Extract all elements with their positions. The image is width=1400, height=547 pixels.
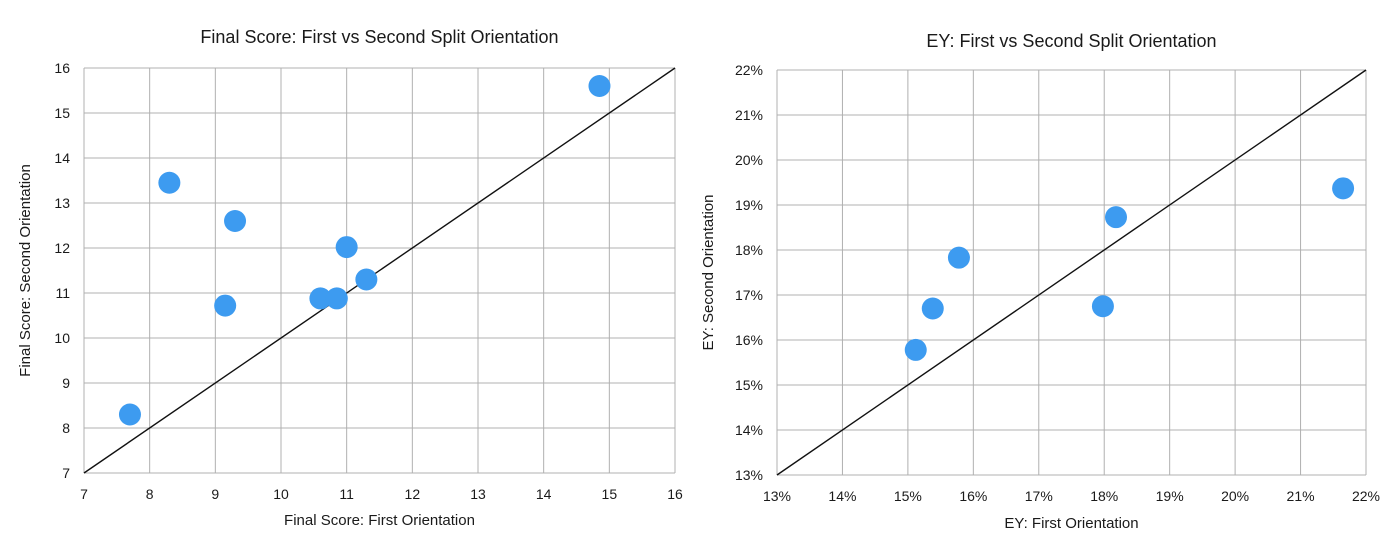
x-tick-label: 13 — [470, 486, 486, 502]
scatter-points — [904, 177, 1355, 361]
x-tick-label: 15% — [894, 488, 922, 504]
x-tick-label: 19% — [1156, 488, 1184, 504]
scatter-point — [309, 287, 332, 310]
x-tick-label: 20% — [1221, 488, 1249, 504]
x-tick-label: 11 — [339, 486, 354, 502]
chart-1: 7 8 9 10 11 12 13 14 15 16 7 8 9 10 11 12 13 14 15 16 Final … — [17, 27, 683, 529]
reference-line — [83, 67, 676, 474]
x-tick-label: 8 — [146, 486, 154, 502]
y-tick-label: 12 — [54, 240, 70, 256]
scatter-point — [921, 297, 944, 320]
x-tick-label: 13% — [763, 488, 791, 504]
scatter-point — [224, 210, 247, 232]
chart-title: Final Score: First vs Second Split Orien… — [200, 27, 558, 47]
y-tick-label: 14 — [54, 150, 70, 166]
scatter-point — [1091, 295, 1114, 318]
x-tick-label: 14% — [828, 488, 856, 504]
x-tick-label: 12 — [405, 486, 421, 502]
x-tick-label: 16 — [667, 486, 683, 502]
y-tick-label: 18% — [735, 242, 763, 258]
x-tick-label: 22% — [1352, 488, 1380, 504]
y-tick-label: 17% — [735, 287, 763, 303]
y-tick-label: 16 — [54, 60, 70, 76]
y-tick-label: 13 — [54, 195, 70, 211]
y-tick-label: 10 — [54, 330, 70, 346]
x-tick-label: 15 — [602, 486, 618, 502]
scatter-point — [904, 338, 927, 361]
scatter-point — [335, 236, 358, 259]
x-axis-label: Final Score: First Orientation — [284, 512, 475, 529]
scatter-point — [355, 268, 378, 291]
x-tick-label: 17% — [1025, 488, 1053, 504]
y-tick-label: 7 — [62, 465, 70, 481]
scatter-point — [325, 287, 348, 310]
x-tick-label: 9 — [211, 486, 219, 502]
scatter-point — [118, 403, 141, 426]
x-tick-label: 10 — [273, 486, 289, 502]
y-axis-label: EY: Second Orientation — [700, 195, 717, 351]
x-tick-label: 14 — [536, 486, 552, 502]
chart-title: EY: First vs Second Split Orientation — [926, 31, 1216, 51]
x-axis-label: EY: First Orientation — [1004, 515, 1138, 532]
x-tick-label: 7 — [80, 486, 88, 502]
y-tick-label: 22% — [735, 62, 763, 78]
y-tick-label: 15% — [735, 377, 763, 393]
scatter-point — [1332, 177, 1355, 200]
scatter-point — [158, 171, 181, 194]
scatter-point — [588, 75, 611, 97]
y-tick-label: 15 — [54, 105, 70, 121]
scatter-point — [214, 294, 237, 317]
scatter-points — [118, 75, 611, 426]
y-tick-label: 13% — [735, 467, 763, 483]
scatter-point — [1105, 206, 1128, 229]
reference-line — [776, 69, 1367, 476]
x-tick-label: 16% — [959, 488, 987, 504]
y-axis-label: Final Score: Second Orientation — [17, 164, 34, 377]
y-tick-label: 8 — [62, 420, 70, 436]
grid — [776, 69, 1367, 476]
x-tick-label: 18% — [1090, 488, 1118, 504]
y-tick-label: 14% — [735, 422, 763, 438]
y-tick-label: 19% — [735, 197, 763, 213]
chart-2: 13% 14% 15% 16% 17% 18% 19% 20% 21% 22% 13% 14% 15% 1… — [700, 31, 1380, 532]
y-tick-label: 21% — [735, 107, 763, 123]
grid — [83, 67, 676, 474]
y-tick-label: 16% — [735, 332, 763, 348]
x-tick-label: 21% — [1287, 488, 1315, 504]
y-tick-label: 9 — [62, 375, 70, 391]
y-tick-label: 11 — [55, 285, 70, 301]
scatter-point — [947, 246, 970, 269]
y-tick-label: 20% — [735, 152, 763, 168]
